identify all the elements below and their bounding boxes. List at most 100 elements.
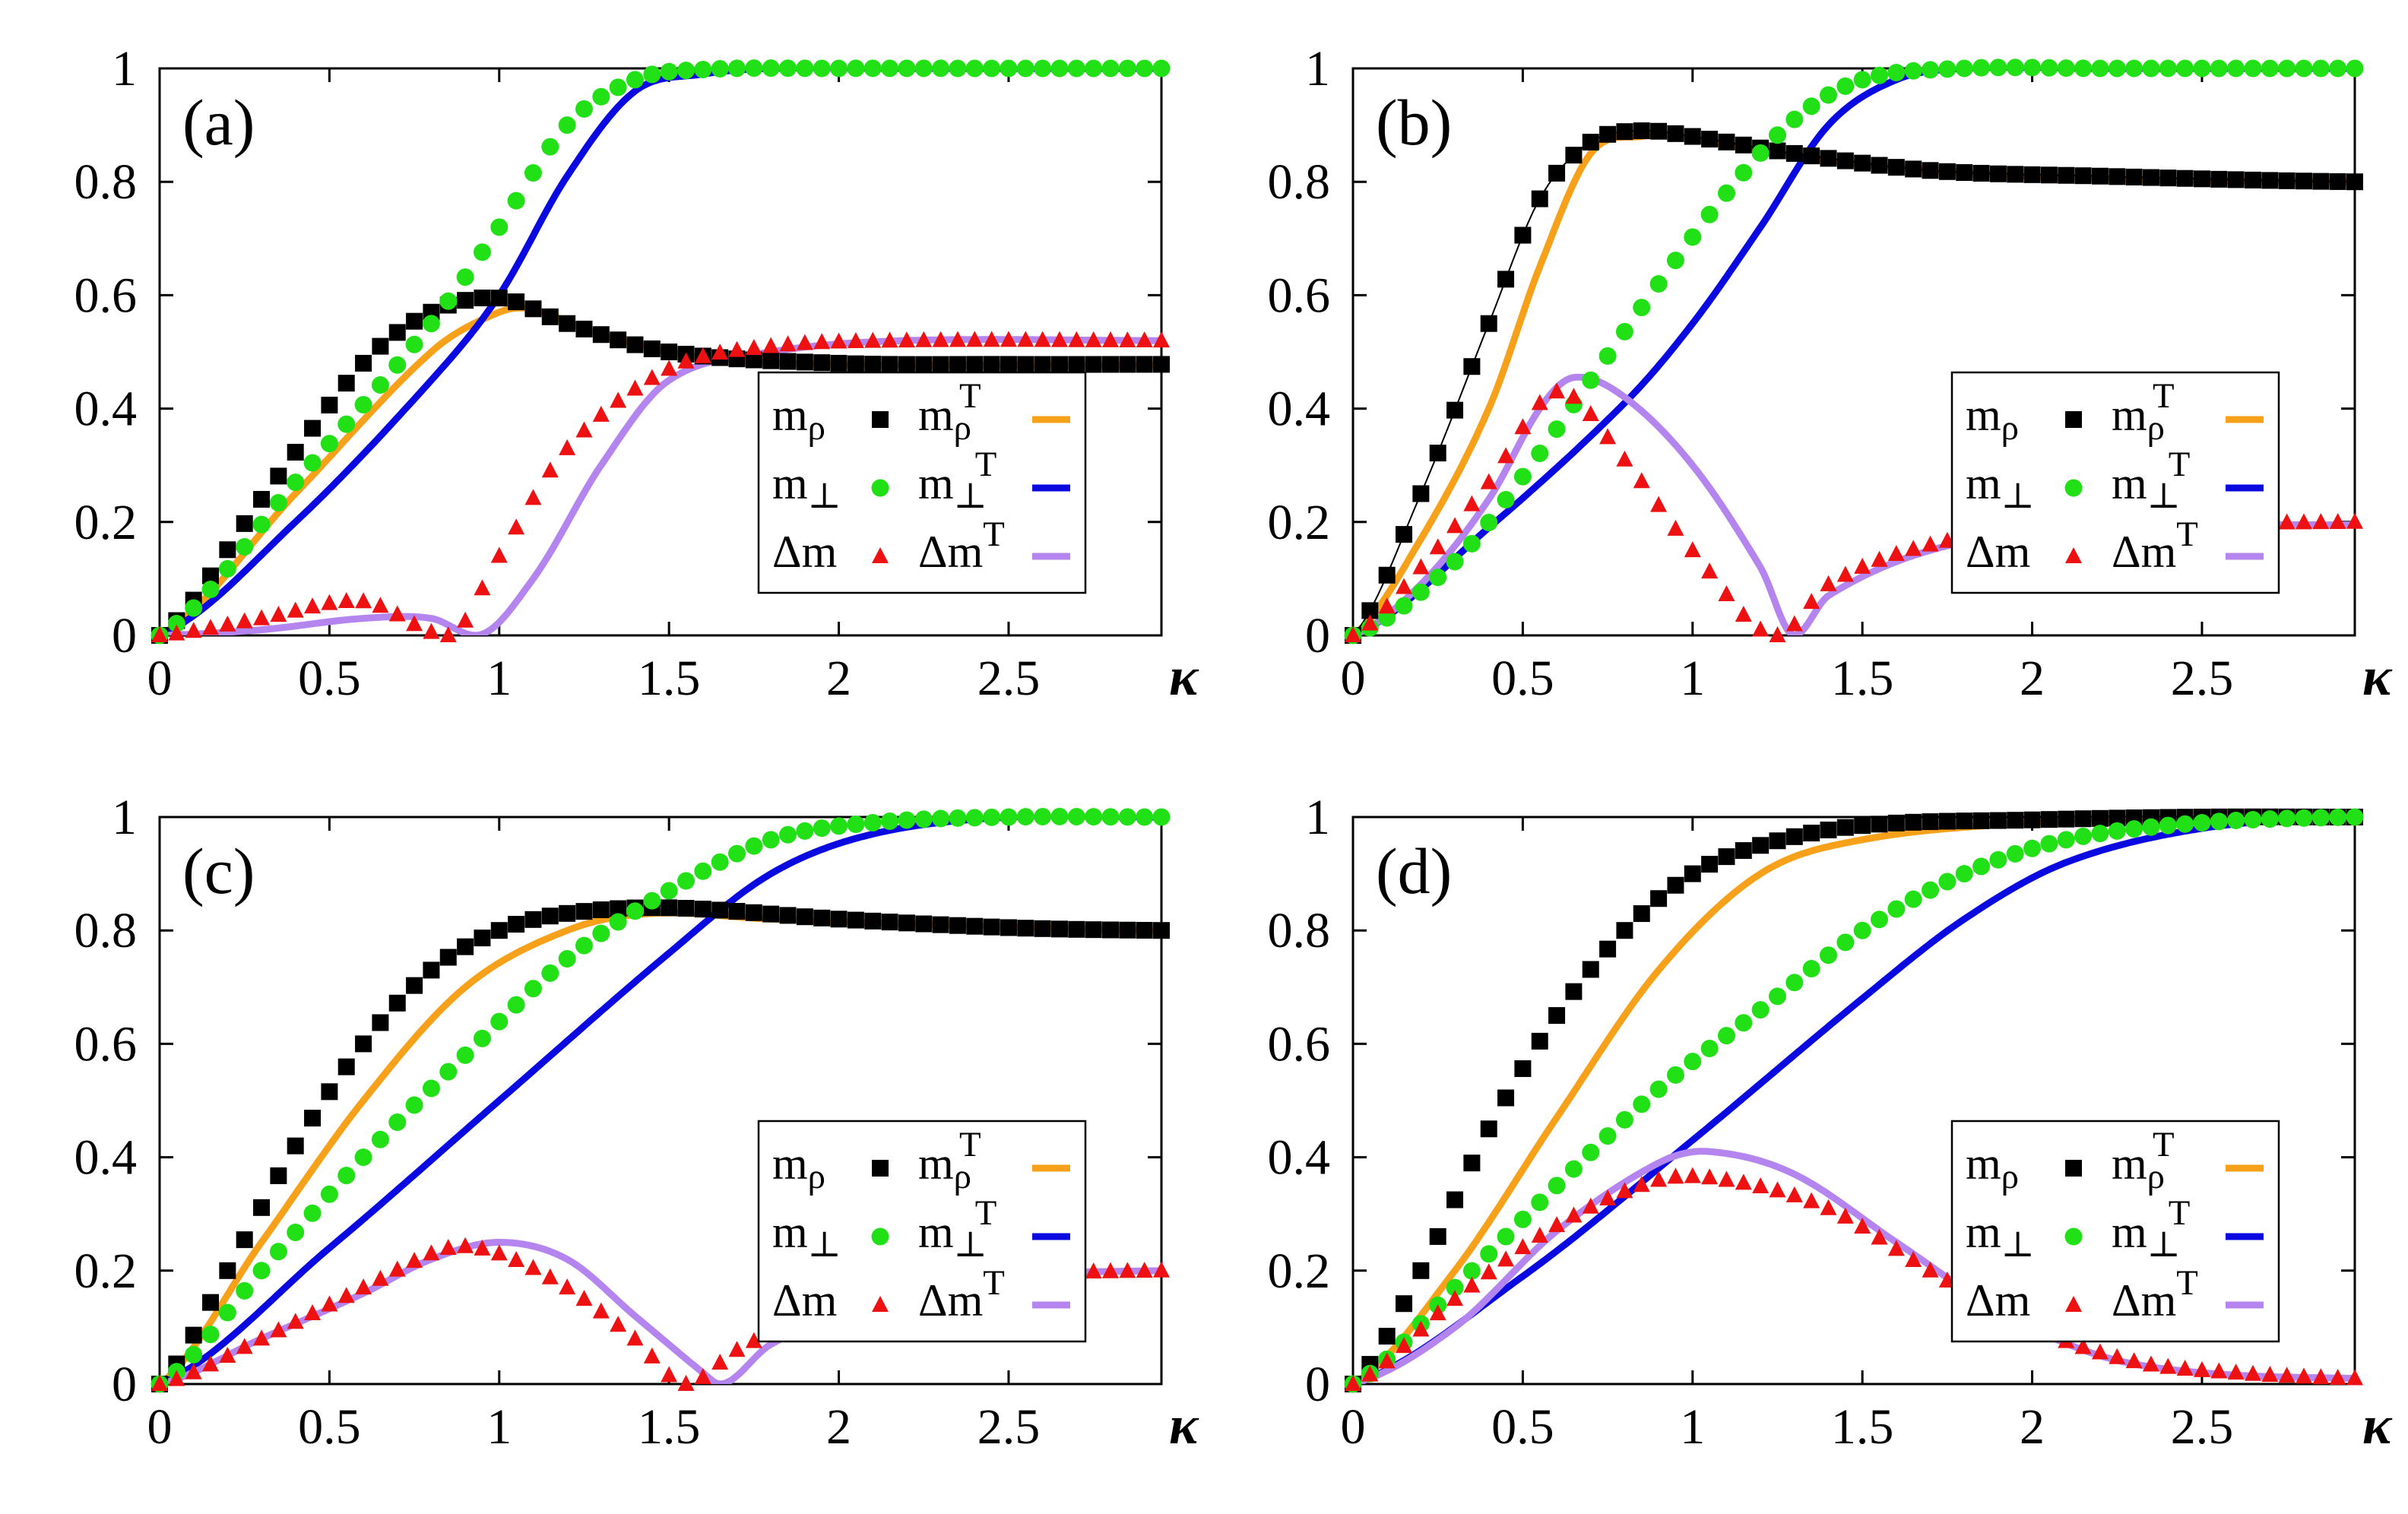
data-point-m_perp bbox=[1887, 64, 1906, 82]
y-tick-label: 0.6 bbox=[74, 268, 138, 323]
data-point-m_rho bbox=[949, 356, 966, 373]
data-point-m_rho bbox=[1633, 905, 1650, 923]
data-point-m_rho bbox=[1684, 865, 1701, 882]
data-point-m_rho bbox=[711, 901, 729, 919]
data-point-delta_m bbox=[1905, 540, 1922, 556]
data-point-delta_m bbox=[1463, 495, 1481, 512]
data-point-m_rho bbox=[1446, 401, 1464, 419]
data-point-m_perp bbox=[1615, 322, 1633, 340]
data-point-m_perp bbox=[1615, 1110, 1633, 1129]
data-point-m_rho bbox=[575, 320, 593, 337]
legend-label-delta_m_T: ΔmT bbox=[918, 1263, 1005, 1326]
data-point-m_perp bbox=[2346, 808, 2364, 826]
data-point-m_rho bbox=[1989, 165, 2007, 182]
data-point-m_perp bbox=[2159, 59, 2177, 78]
x-tick-label: 2.5 bbox=[2171, 1399, 2234, 1455]
data-point-m_perp bbox=[932, 809, 950, 828]
data-point-m_perp bbox=[1480, 1245, 1498, 1263]
data-point-m_perp bbox=[236, 1281, 254, 1300]
data-point-delta_m bbox=[1616, 450, 1633, 467]
data-point-m_perp bbox=[287, 474, 305, 492]
data-point-delta_m bbox=[2091, 1343, 2109, 1360]
data-point-m_rho bbox=[592, 901, 610, 919]
data-point-m_perp bbox=[898, 811, 916, 829]
data-point-delta_m bbox=[1803, 593, 1820, 610]
data-point-m_rho bbox=[1650, 890, 1668, 907]
data-point-m_rho bbox=[1836, 152, 1854, 169]
data-point-delta_m bbox=[202, 619, 220, 635]
data-point-m_rho bbox=[1785, 828, 1803, 845]
data-point-delta_m bbox=[236, 612, 253, 629]
data-point-m_rho bbox=[1871, 157, 1888, 174]
y-tick-label: 0 bbox=[112, 1357, 137, 1412]
data-point-m_perp bbox=[1446, 1278, 1464, 1297]
legend-label-m_rho_T: mρT bbox=[918, 1125, 981, 1196]
x-axis-label: κ bbox=[1169, 1395, 1199, 1455]
data-point-delta_m bbox=[2346, 512, 2363, 529]
data-point-m_perp bbox=[1700, 205, 1719, 223]
data-point-m_perp bbox=[2329, 59, 2347, 78]
x-tick-label: 2 bbox=[826, 651, 851, 706]
data-point-m_perp bbox=[2125, 820, 2143, 838]
data-point-m_perp bbox=[745, 59, 763, 78]
data-point-delta_m bbox=[474, 579, 491, 596]
data-point-m_rho bbox=[337, 1058, 355, 1075]
data-point-delta_m bbox=[1785, 1186, 1803, 1202]
data-point-m_rho bbox=[745, 351, 762, 369]
data-point-m_perp bbox=[1649, 274, 1668, 293]
data-point-m_perp bbox=[1136, 59, 1154, 78]
data-point-delta_m bbox=[1701, 1168, 1719, 1185]
data-point-m_perp bbox=[2210, 59, 2228, 78]
data-point-delta_m bbox=[1836, 1207, 1854, 1224]
data-point-m_perp bbox=[1050, 807, 1069, 825]
data-point-m_perp bbox=[456, 1046, 474, 1064]
data-point-delta_m bbox=[168, 624, 185, 641]
data-point-m_perp bbox=[1050, 59, 1069, 78]
data-point-delta_m bbox=[1582, 1197, 1599, 1214]
y-tick-label: 0.8 bbox=[74, 903, 138, 958]
data-point-m_perp bbox=[2244, 810, 2262, 828]
data-point-m_perp bbox=[2142, 59, 2160, 78]
data-point-m_perp bbox=[1000, 808, 1018, 826]
data-point-m_rho bbox=[270, 467, 287, 485]
data-point-m_rho bbox=[1938, 812, 1956, 830]
x-tick-label: 1 bbox=[1680, 651, 1705, 706]
data-point-m_rho bbox=[1701, 131, 1719, 148]
y-tick-label: 0.2 bbox=[74, 1243, 138, 1299]
data-point-m_perp bbox=[1666, 1066, 1684, 1084]
data-point-delta_m bbox=[745, 339, 762, 356]
data-point-m_rho bbox=[2023, 166, 2041, 183]
chart-panel-d: 0 0.5 1 1.5 2 2.5 0 0.2 0.4 0.6 0.8 1 κ (d) mρ mρT m⊥ m⊥T… bbox=[1268, 790, 2394, 1455]
data-point-delta_m bbox=[1616, 1182, 1633, 1199]
data-point-m_rho bbox=[2074, 167, 2092, 185]
data-point-m_rho bbox=[643, 340, 661, 357]
legend-marker-m_perp bbox=[871, 479, 889, 497]
panels-group: 0 0.5 1 1.5 2 2.5 0 0.2 0.4 0.6 0.8 1 κ (a) mρ mρT m⊥ m⊥T… bbox=[74, 41, 2394, 1455]
data-point-m_rho bbox=[1480, 1120, 1497, 1138]
data-point-m_rho bbox=[2023, 811, 2041, 828]
data-point-delta_m bbox=[1345, 1375, 1361, 1391]
data-point-delta_m bbox=[541, 1268, 559, 1284]
data-point-delta_m bbox=[337, 591, 355, 608]
data-point-m_rho bbox=[1836, 819, 1854, 836]
data-point-m_rho bbox=[1718, 848, 1735, 866]
data-point-m_rho bbox=[864, 356, 882, 373]
data-point-delta_m bbox=[626, 1329, 644, 1346]
data-point-m_rho bbox=[474, 930, 491, 947]
data-point-m_perp bbox=[1819, 86, 1837, 104]
panel-label: (a) bbox=[182, 86, 255, 159]
data-point-m_rho bbox=[2058, 810, 2075, 828]
data-point-m_perp bbox=[2193, 59, 2211, 78]
data-point-m_perp bbox=[881, 59, 899, 78]
data-point-m_rho bbox=[1565, 147, 1583, 164]
data-point-m_rho bbox=[796, 908, 813, 926]
data-point-m_perp bbox=[626, 71, 644, 89]
data-point-m_perp bbox=[1085, 59, 1103, 78]
data-point-m_rho bbox=[1582, 133, 1599, 150]
legend-label-m_perp_T: m⊥T bbox=[2112, 445, 2190, 516]
data-point-delta_m bbox=[355, 1278, 372, 1295]
legend-label-delta_m: Δm bbox=[772, 527, 837, 577]
data-point-m_rho bbox=[1718, 133, 1735, 150]
data-point-m_rho bbox=[1463, 358, 1481, 375]
